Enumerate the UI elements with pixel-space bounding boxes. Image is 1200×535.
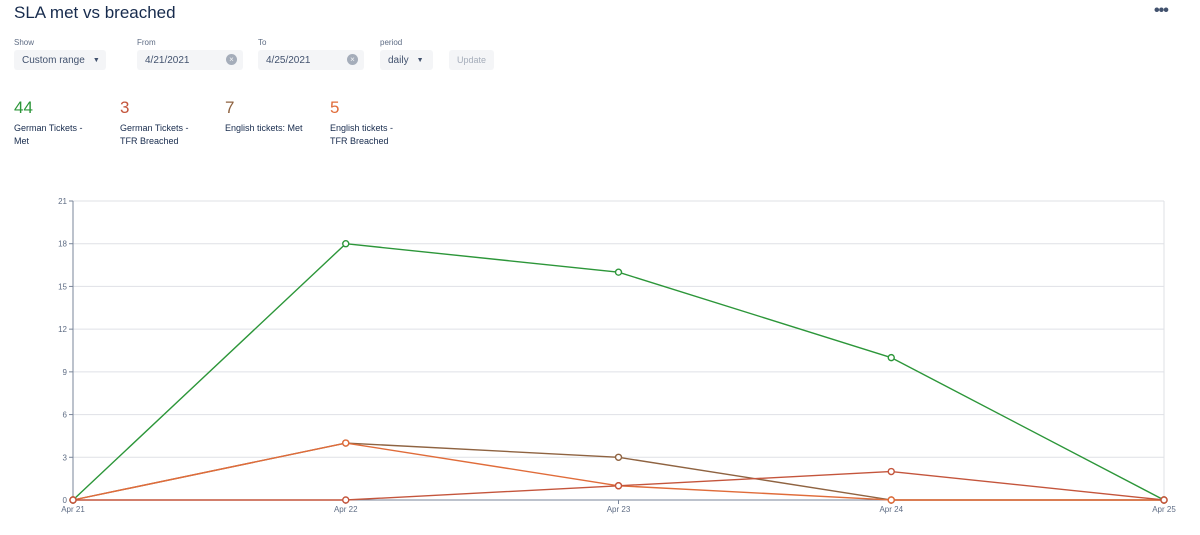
from-date-field[interactable]: 4/21/2021 × <box>137 50 243 70</box>
show-dropdown[interactable]: Custom range ▼ <box>14 50 106 70</box>
y-tick-label: 21 <box>58 197 67 206</box>
to-label: To <box>258 38 267 47</box>
from-label: From <box>137 38 156 47</box>
data-point <box>887 496 895 504</box>
data-point <box>614 482 623 490</box>
x-tick-label: Apr 25 <box>1152 505 1176 514</box>
stat-value: 7 <box>225 98 235 117</box>
x-tick-label: Apr 22 <box>334 505 358 514</box>
stat-value: 5 <box>330 98 340 117</box>
y-tick-label: 18 <box>58 240 67 249</box>
to-date-field[interactable]: 4/25/2021 × <box>258 50 364 70</box>
x-tick-label: Apr 24 <box>879 505 903 514</box>
stat-label-line1: English tickets - <box>330 123 394 133</box>
y-tick-label: 12 <box>58 325 67 334</box>
show-label: Show <box>14 38 35 47</box>
data-point <box>614 453 623 461</box>
stat-german-breached: 3 German Tickets - TFR Breached <box>120 98 189 148</box>
clear-to-icon[interactable]: × <box>347 54 358 65</box>
period-dropdown[interactable]: daily ▼ <box>380 50 433 70</box>
from-date-value: 4/21/2021 <box>145 54 190 66</box>
x-tick-label: Apr 21 <box>61 505 85 514</box>
more-options-icon[interactable]: ••• <box>1154 2 1169 19</box>
y-tick-label: 6 <box>63 411 68 420</box>
stat-label-line1: English tickets: Met <box>225 123 303 133</box>
stat-english-met: 7 English tickets: Met <box>225 98 303 135</box>
data-point <box>1160 496 1168 504</box>
data-point <box>887 467 895 476</box>
chevron-down-icon: ▼ <box>92 56 100 64</box>
series-line <box>72 442 1164 501</box>
chevron-down-icon: ▼ <box>416 56 424 64</box>
data-point <box>614 268 623 276</box>
to-date-value: 4/25/2021 <box>266 54 311 66</box>
stat-label-line2: Met <box>14 136 30 146</box>
page-title: SLA met vs breached <box>14 3 176 22</box>
data-point <box>342 240 350 248</box>
stat-label-line2: TFR Breached <box>330 136 389 146</box>
stat-label-line2: TFR Breached <box>120 136 179 146</box>
y-tick-label: 0 <box>63 496 68 505</box>
stat-english-breached: 5 English tickets - TFR Breached <box>330 98 393 148</box>
stat-value: 44 <box>14 98 33 117</box>
period-value: daily <box>388 54 409 66</box>
clear-from-icon[interactable]: × <box>226 54 237 65</box>
data-point <box>69 496 77 504</box>
series-line <box>72 442 1164 501</box>
y-tick-label: 15 <box>58 282 67 291</box>
stat-german-met: 44 German Tickets - Met <box>14 98 83 148</box>
data-point <box>342 496 350 504</box>
stat-value: 3 <box>120 98 130 117</box>
stat-label-line1: German Tickets - <box>14 123 83 133</box>
y-tick-label: 9 <box>63 368 68 377</box>
update-button[interactable]: Update <box>449 50 494 70</box>
y-tick-label: 3 <box>63 453 68 462</box>
stat-label-line1: German Tickets - <box>120 123 189 133</box>
period-label: period <box>380 38 403 47</box>
show-value: Custom range <box>22 54 85 66</box>
data-point <box>887 353 895 362</box>
data-point <box>342 439 350 447</box>
x-tick-label: Apr 23 <box>607 505 631 514</box>
